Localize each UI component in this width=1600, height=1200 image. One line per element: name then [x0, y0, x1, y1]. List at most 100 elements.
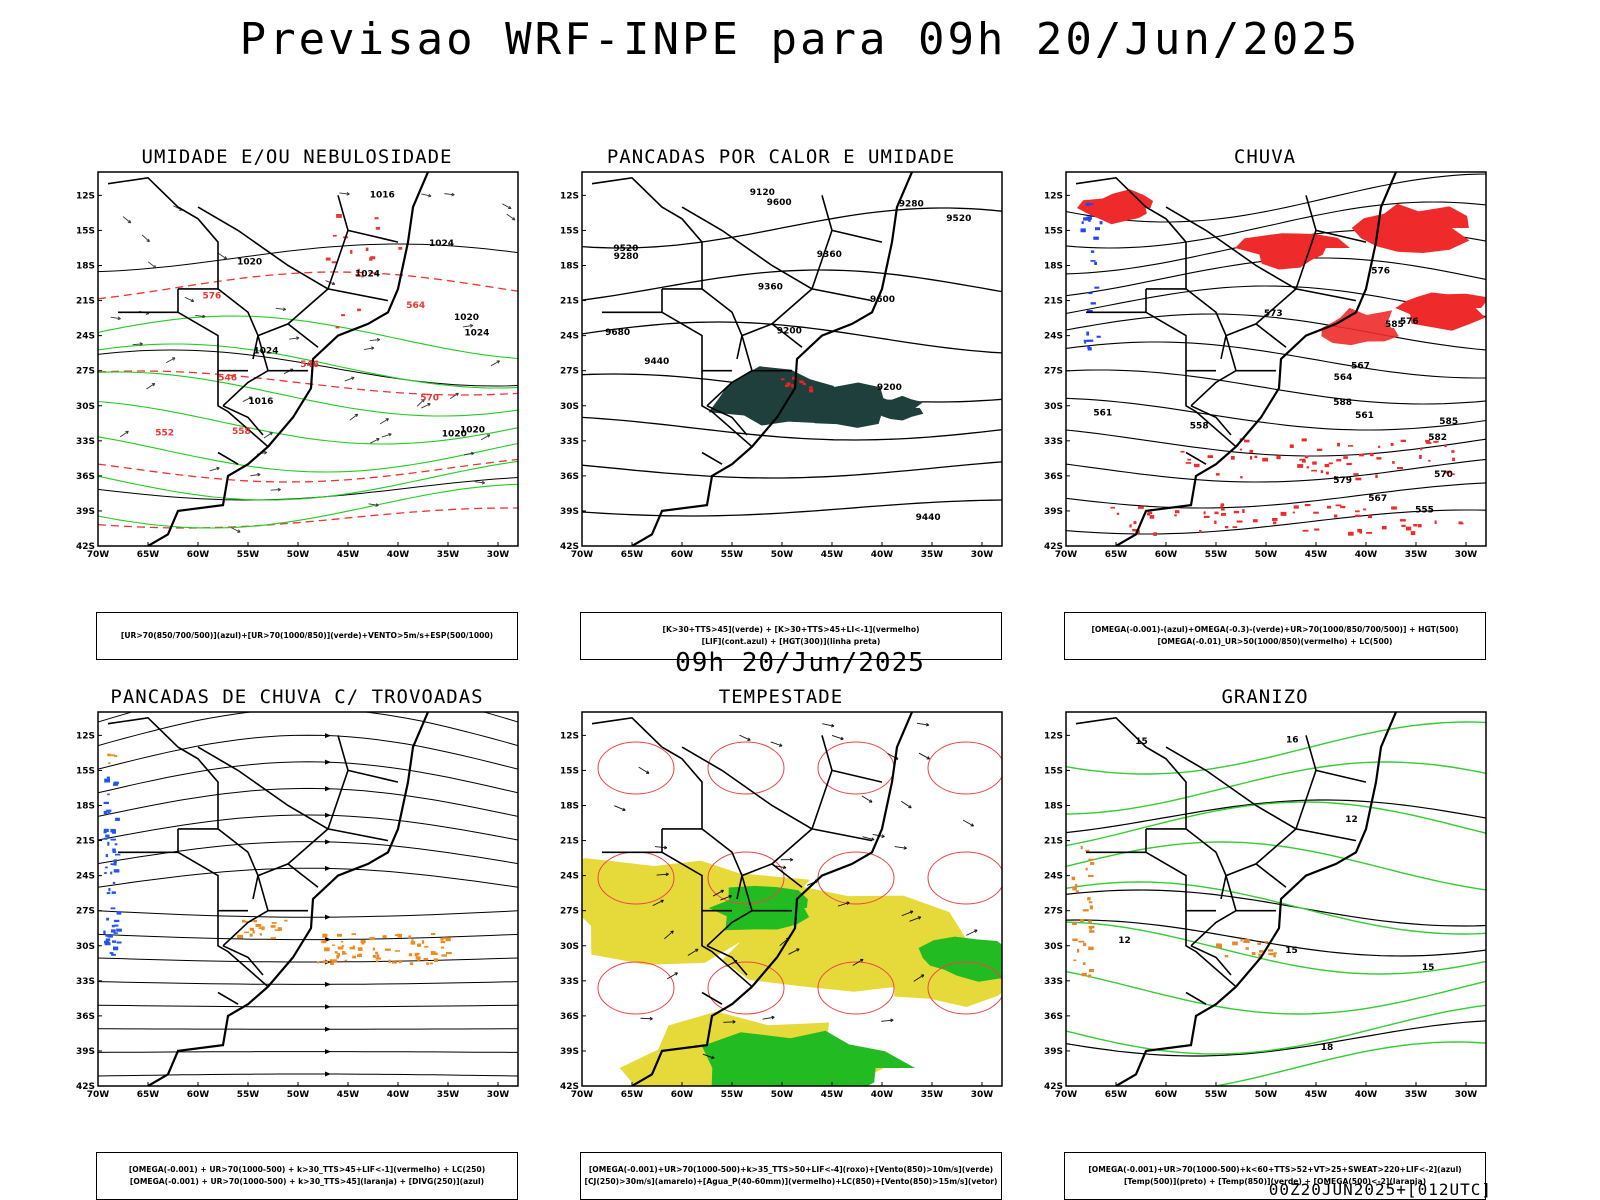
rain-area	[1116, 512, 1120, 515]
streamline-loop	[927, 961, 1002, 1015]
lon-tick-label: 30W	[487, 1090, 510, 1100]
streamline-arrow	[325, 839, 331, 845]
divergence-mark	[108, 812, 111, 815]
wind-vector-head	[890, 1018, 894, 1023]
thunder-area	[446, 952, 452, 955]
wind-vector-head	[257, 472, 261, 477]
contour-label: 570	[420, 394, 439, 404]
omega-mark	[1087, 345, 1091, 349]
wind-vector-head	[269, 432, 273, 436]
instability-mark	[809, 386, 813, 389]
temp500-isoline	[1066, 799, 1486, 834]
rain-area	[1133, 521, 1137, 525]
country-border	[721, 769, 813, 830]
rain-area	[1215, 473, 1220, 476]
rain-area	[1381, 525, 1387, 530]
rain-area	[1452, 473, 1455, 476]
lon-tick-label: 40W	[1355, 550, 1378, 560]
coastline-east	[1115, 172, 1398, 546]
rain-area	[1397, 467, 1403, 470]
country-border	[811, 828, 873, 842]
instability-mark	[781, 378, 785, 381]
rain-area	[1292, 511, 1295, 514]
divergence-mark	[106, 917, 110, 921]
omega500-mark	[1082, 962, 1086, 965]
height-isoline	[582, 461, 1002, 479]
rain-area	[1351, 203, 1470, 253]
contour-label: 9520	[946, 214, 971, 224]
wind-vector	[720, 895, 732, 901]
country-border	[217, 991, 239, 1005]
thunder-area	[372, 954, 376, 958]
wind-vector	[770, 741, 783, 747]
wind-vector	[195, 314, 206, 318]
map-humidity: 1020102010241024102410201016101610201024…	[76, 171, 519, 560]
humid-low-isoline	[98, 436, 518, 473]
thunder-area	[382, 935, 387, 939]
divergence-mark	[103, 810, 108, 815]
divergence-mark	[105, 834, 110, 838]
contour-label: 558	[232, 427, 251, 437]
thunder-area	[429, 962, 433, 965]
contour-label: 573	[1264, 309, 1283, 319]
lon-tick-label: 30W	[1455, 550, 1478, 560]
wind-vector	[916, 722, 929, 726]
omega-mark	[1086, 216, 1092, 220]
country-border	[1165, 206, 1207, 232]
convection-area	[867, 395, 924, 421]
lat-tick-label: 24S	[76, 872, 95, 882]
lon-tick-label: 30W	[971, 1090, 994, 1100]
contour-label: 9200	[877, 383, 902, 393]
lat-tick-label: 21S	[560, 297, 579, 307]
lat-tick-label: 42S	[1044, 542, 1063, 552]
wind-vector	[209, 467, 220, 472]
rain-area	[1376, 457, 1382, 460]
height-isoline	[1066, 341, 1486, 379]
omega-mark	[1090, 302, 1096, 305]
rain-area	[1187, 458, 1192, 461]
legend-line: [OMEGA(-0.001)+UR>70(1000-500)+k<60+TTS>…	[1088, 1165, 1462, 1174]
streamline-arrow	[325, 1004, 331, 1010]
lat-tick-label: 33S	[76, 977, 95, 987]
thunder-area	[375, 951, 379, 955]
rain-area	[1357, 528, 1362, 533]
lat-tick-label: 27S	[1044, 907, 1063, 917]
omega-mark	[1085, 202, 1090, 207]
thunder-area	[441, 946, 445, 949]
contour-label: 1020	[460, 425, 485, 435]
streamline-loop	[927, 851, 1002, 905]
thunder-area	[334, 951, 338, 954]
wind-vector	[368, 503, 379, 506]
lat-tick-label: 33S	[560, 977, 579, 987]
wind-vector-head	[385, 418, 389, 422]
wind-vector	[852, 958, 864, 966]
rain-area	[1375, 474, 1378, 478]
wind-vector-head	[370, 346, 375, 351]
streamline	[98, 787, 518, 817]
streamline-arrow	[325, 914, 331, 920]
rain-area	[1194, 463, 1200, 468]
wind-vector	[416, 398, 425, 407]
rain-area	[1401, 524, 1406, 527]
wind-vector-head	[354, 413, 359, 418]
country-border	[771, 863, 803, 888]
thunder-area	[375, 957, 381, 960]
divergence-mark	[103, 828, 109, 833]
lat-tick-label: 27S	[76, 907, 95, 917]
country-border	[1075, 176, 1227, 360]
rain-area	[1153, 532, 1157, 536]
country-border	[1185, 991, 1207, 1005]
rain-area	[1444, 470, 1448, 474]
wind-vector-head	[782, 865, 787, 870]
lon-tick-label: 65W	[137, 1090, 160, 1100]
wind-vector-head	[237, 529, 241, 533]
streamline-loop	[597, 741, 675, 795]
lon-tick-label: 35W	[437, 1090, 460, 1100]
omega500-mark	[1072, 886, 1077, 891]
lon-tick-label: 40W	[387, 550, 410, 560]
wind-vector	[862, 836, 875, 841]
lat-tick-label: 36S	[1044, 1012, 1063, 1022]
contour-label: 564	[1334, 373, 1353, 383]
rain-area	[1451, 450, 1455, 453]
temp850-isoline	[1212, 1041, 1486, 1086]
